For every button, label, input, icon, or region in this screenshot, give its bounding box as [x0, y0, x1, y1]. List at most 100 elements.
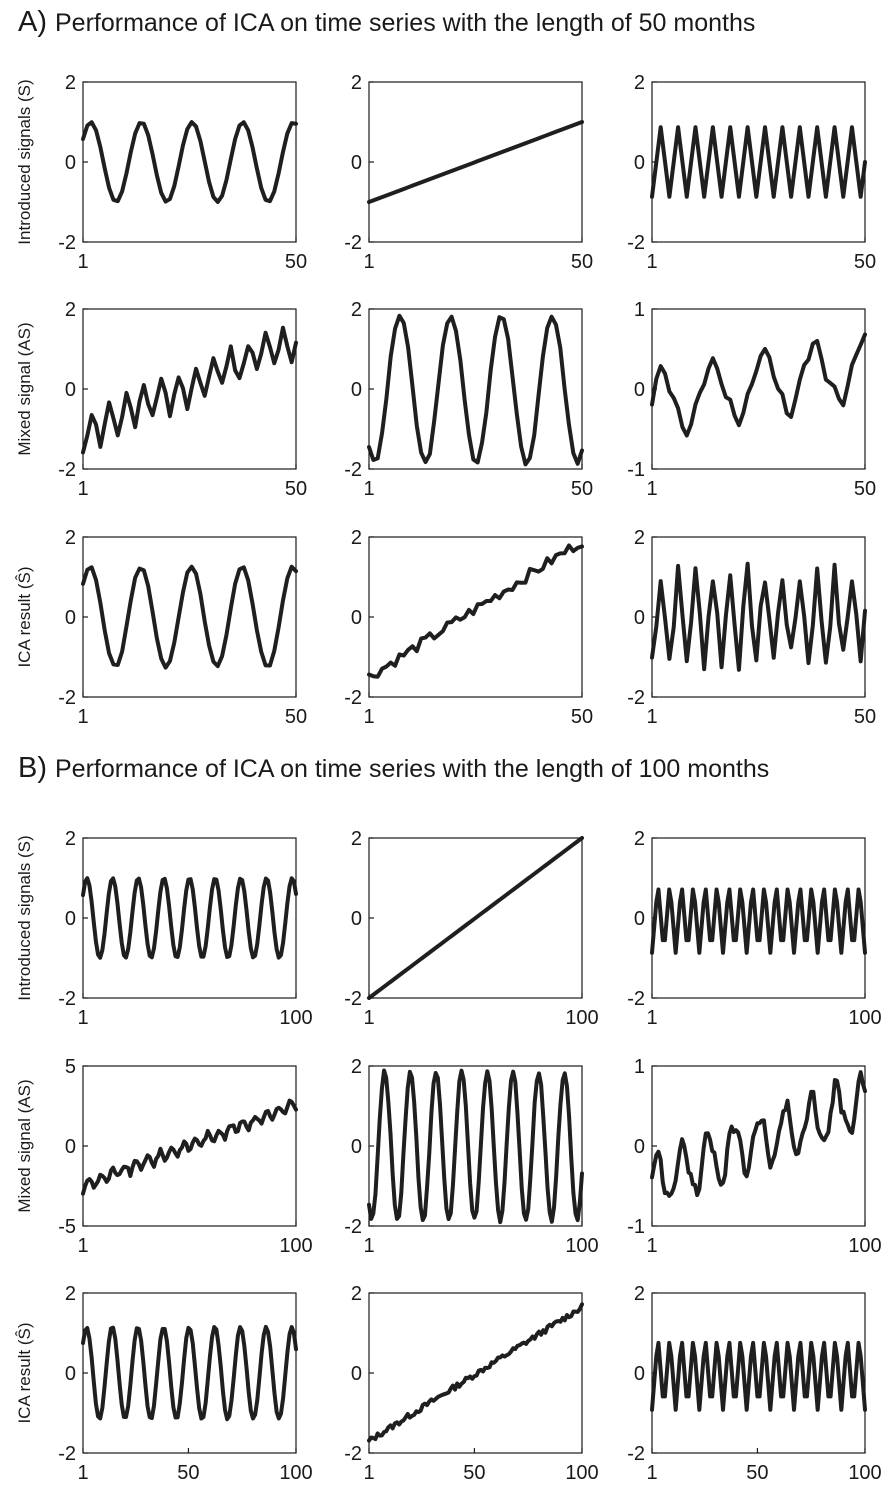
section-b-title: B) Performance of ICA on time series with… [18, 752, 769, 785]
y-tick-label: -2 [344, 1443, 362, 1465]
y-tick-label: 2 [351, 1056, 362, 1078]
y-tick-label: 2 [351, 527, 362, 549]
y-tick-label: 0 [65, 908, 76, 930]
y-tick-label: 0 [634, 908, 645, 930]
y-tick-label: 2 [65, 299, 76, 321]
subplot-b-r3-c3: -2 0 2 1 50 100 [627, 1283, 881, 1484]
series-line [650, 561, 867, 672]
y-tick-label: 2 [634, 828, 645, 850]
y-tick-label: -2 [58, 687, 76, 709]
section-a-title: A) Performance of ICA on time series with… [18, 6, 755, 39]
y-tick-label: -2 [58, 988, 76, 1010]
x-tick-label: 1 [77, 1007, 88, 1029]
series-line [650, 1070, 867, 1198]
subplot-b-r1-c1: -2 0 2 1 100 Introduced signals (S) [15, 828, 313, 1029]
y-tick-label: 0 [351, 607, 362, 629]
section-b-letter: B) [18, 752, 47, 784]
x-tick-label: 50 [854, 706, 876, 728]
x-tick-label: 1 [363, 706, 374, 728]
subplot-b-r1-c2: -2 0 2 1 100 [344, 828, 598, 1029]
x-tick-label: 1 [646, 706, 657, 728]
y-tick-label: -2 [627, 988, 645, 1010]
series-line [367, 1302, 584, 1443]
subplot-a-r2-c3: -1 0 1 1 50 [627, 299, 876, 500]
x-tick-label: 50 [571, 706, 593, 728]
subplot-a-r3-c3: -2 0 2 1 50 [627, 527, 876, 728]
y-tick-label: 0 [65, 152, 76, 174]
row-label: ICA result (Ŝ) [15, 566, 34, 667]
subplot-a-r3-c1: -2 0 2 1 50 ICA result (Ŝ) [15, 527, 307, 728]
x-tick-label: 100 [565, 1462, 598, 1484]
section-b-title-text: Performance of ICA on time series with t… [55, 755, 770, 783]
x-tick-label: 100 [565, 1235, 598, 1257]
y-tick-label: -2 [627, 232, 645, 254]
row-label: Mixed signal (AS) [15, 322, 34, 455]
y-tick-label: 0 [351, 1136, 362, 1158]
x-tick-label: 50 [285, 706, 307, 728]
x-tick-label: 1 [77, 1235, 88, 1257]
x-tick-label: 1 [646, 1007, 657, 1029]
series-line [367, 313, 584, 467]
series-line [81, 876, 298, 960]
series-line [81, 120, 298, 204]
x-tick-label: 100 [848, 1007, 881, 1029]
x-tick-label: 1 [646, 1462, 657, 1484]
row-label: ICA result (Ŝ) [15, 1322, 34, 1423]
y-tick-label: -2 [58, 459, 76, 481]
series-line [81, 564, 298, 670]
y-tick-label: 0 [351, 1363, 362, 1385]
x-tick-label: 1 [363, 251, 374, 273]
y-tick-label: 0 [351, 379, 362, 401]
subplot-b-r2-c1: -5 0 5 1 100 Mixed signal (AS) [15, 1056, 313, 1257]
x-tick-label: 50 [854, 478, 876, 500]
y-tick-label: 0 [65, 1363, 76, 1385]
y-tick-label: 2 [65, 1283, 76, 1305]
y-tick-label: 0 [65, 1136, 76, 1158]
subplot-a-r1-c1: -2 0 2 1 50 Introduced signals (S) [15, 72, 307, 273]
subplot-a-r1-c2: -2 0 2 1 50 [344, 72, 593, 273]
y-tick-label: 2 [634, 527, 645, 549]
x-tick-label: 100 [279, 1007, 312, 1029]
x-tick-label: 50 [177, 1462, 199, 1484]
x-tick-label: 100 [848, 1462, 881, 1484]
x-tick-label: 1 [77, 706, 88, 728]
series-line [81, 1324, 298, 1422]
y-tick-label: -2 [344, 988, 362, 1010]
axes-frame [82, 1292, 297, 1454]
x-tick-label: 50 [746, 1462, 768, 1484]
y-tick-label: 5 [65, 1056, 76, 1078]
y-tick-label: -2 [58, 232, 76, 254]
axes-frame [368, 1292, 583, 1454]
y-tick-label: -2 [344, 459, 362, 481]
row-label: Mixed signal (AS) [15, 1079, 34, 1212]
y-tick-label: 0 [65, 379, 76, 401]
x-tick-label: 1 [646, 478, 657, 500]
y-tick-label: -2 [58, 1443, 76, 1465]
x-tick-label: 1 [646, 251, 657, 273]
y-tick-label: -1 [627, 459, 645, 481]
y-tick-label: -5 [58, 1216, 76, 1238]
series-line [367, 1068, 584, 1225]
subplot-a-r2-c1: -2 0 2 1 50 Mixed signal (AS) [15, 299, 307, 500]
y-tick-label: 2 [634, 1283, 645, 1305]
y-tick-label: 1 [634, 299, 645, 321]
y-tick-label: 2 [65, 527, 76, 549]
y-tick-label: -1 [627, 1216, 645, 1238]
x-tick-label: 1 [646, 1235, 657, 1257]
series-line [81, 325, 298, 455]
x-tick-label: 50 [571, 478, 593, 500]
y-tick-label: -2 [627, 687, 645, 709]
subplot-b-r2-c2: -2 0 2 1 100 [344, 1056, 598, 1257]
axes-frame [651, 308, 866, 470]
y-tick-label: 2 [351, 828, 362, 850]
axes-frame [82, 81, 297, 243]
x-tick-label: 50 [285, 478, 307, 500]
x-tick-label: 1 [77, 1462, 88, 1484]
y-tick-label: 0 [634, 1136, 645, 1158]
section-a-letter: A) [18, 6, 47, 38]
series-line [650, 332, 867, 438]
y-tick-label: -2 [344, 232, 362, 254]
series-line [650, 1340, 867, 1412]
x-tick-label: 1 [363, 1462, 374, 1484]
